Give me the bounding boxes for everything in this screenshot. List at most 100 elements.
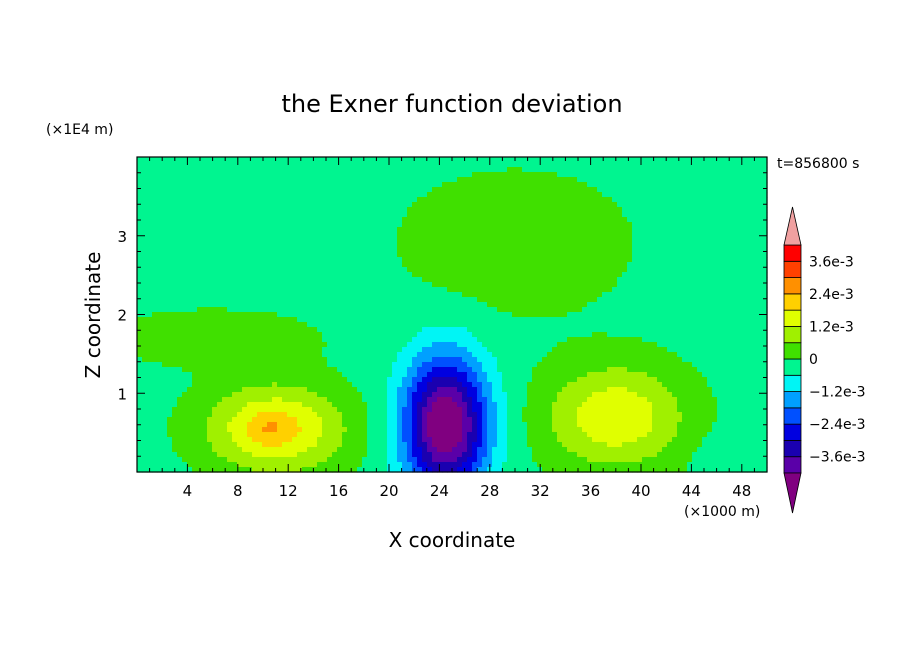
field-cell bbox=[317, 267, 323, 273]
field-cell bbox=[437, 197, 443, 203]
field-cell bbox=[672, 267, 678, 273]
field-cell bbox=[597, 227, 603, 233]
field-cell bbox=[307, 337, 313, 343]
field-cell bbox=[147, 297, 153, 303]
field-cell bbox=[172, 207, 178, 213]
field-cell bbox=[247, 302, 253, 308]
field-cell bbox=[417, 207, 423, 213]
field-cell bbox=[207, 197, 213, 203]
field-cell bbox=[517, 297, 523, 303]
field-cell bbox=[497, 247, 503, 253]
field-cell bbox=[417, 292, 423, 298]
field-cell bbox=[547, 272, 553, 278]
field-cell bbox=[207, 347, 213, 353]
field-cell bbox=[297, 292, 303, 298]
field-cell bbox=[137, 162, 143, 168]
field-cell bbox=[147, 237, 153, 243]
field-cell bbox=[487, 227, 493, 233]
field-cell bbox=[367, 297, 373, 303]
field-cell bbox=[152, 262, 158, 268]
field-cell bbox=[742, 192, 748, 198]
field-cell bbox=[637, 162, 643, 168]
field-cell bbox=[282, 222, 288, 228]
field-cell bbox=[627, 192, 633, 198]
field-cell bbox=[752, 172, 758, 178]
field-cell bbox=[337, 297, 343, 303]
field-cell bbox=[202, 262, 208, 268]
field-cell bbox=[617, 317, 623, 323]
field-cell bbox=[447, 282, 453, 288]
field-cell bbox=[187, 252, 193, 258]
field-cell bbox=[202, 167, 208, 173]
field-cell bbox=[762, 197, 768, 203]
field-cell bbox=[372, 202, 378, 208]
field-cell bbox=[522, 192, 528, 198]
field-cell bbox=[677, 247, 683, 253]
field-cell bbox=[512, 247, 518, 253]
field-cell bbox=[737, 322, 743, 328]
field-cell bbox=[642, 207, 648, 213]
field-cell bbox=[272, 242, 278, 248]
field-cell bbox=[637, 302, 643, 308]
field-cell bbox=[542, 172, 548, 178]
field-cell bbox=[642, 312, 648, 318]
field-cell bbox=[237, 252, 243, 258]
field-cell bbox=[517, 307, 523, 313]
field-cell bbox=[417, 352, 423, 358]
field-cell bbox=[442, 207, 448, 213]
field-cell bbox=[532, 217, 538, 223]
field-cell bbox=[617, 187, 623, 193]
field-cell bbox=[162, 187, 168, 193]
field-cell bbox=[652, 282, 658, 288]
field-cell bbox=[347, 262, 353, 268]
field-cell bbox=[402, 342, 408, 348]
field-cell bbox=[487, 322, 493, 328]
field-cell bbox=[442, 157, 448, 163]
field-cell bbox=[357, 192, 363, 198]
field-cell bbox=[402, 332, 408, 338]
field-cell bbox=[272, 282, 278, 288]
field-cell bbox=[232, 337, 238, 343]
field-cell bbox=[452, 312, 458, 318]
field-cell bbox=[247, 247, 253, 253]
field-cell bbox=[722, 167, 728, 173]
field-cell bbox=[262, 302, 268, 308]
field-cell bbox=[297, 192, 303, 198]
field-cell bbox=[622, 342, 628, 348]
field-cell bbox=[312, 267, 318, 273]
field-cell bbox=[547, 312, 553, 318]
field-cell bbox=[652, 332, 658, 338]
field-cell bbox=[297, 287, 303, 293]
field-cell bbox=[302, 162, 308, 168]
field-cell bbox=[232, 182, 238, 188]
field-cell bbox=[637, 217, 643, 223]
field-cell bbox=[422, 322, 428, 328]
field-cell bbox=[272, 267, 278, 273]
field-cell bbox=[587, 332, 593, 338]
field-cell bbox=[452, 262, 458, 268]
field-cell bbox=[612, 207, 618, 213]
field-cell bbox=[187, 307, 193, 313]
field-cell bbox=[362, 292, 368, 298]
field-cell bbox=[697, 187, 703, 193]
field-cell bbox=[392, 297, 398, 303]
field-cell bbox=[292, 202, 298, 208]
field-cell bbox=[622, 292, 628, 298]
field-cell bbox=[707, 292, 713, 298]
field-cell bbox=[192, 312, 198, 318]
field-cell bbox=[532, 257, 538, 263]
field-cell bbox=[752, 297, 758, 303]
field-cell bbox=[537, 307, 543, 313]
field-cell bbox=[377, 182, 383, 188]
field-cell bbox=[207, 247, 213, 253]
field-cell bbox=[302, 182, 308, 188]
field-cell bbox=[602, 207, 608, 213]
field-cell bbox=[322, 182, 328, 188]
field-cell bbox=[662, 332, 668, 338]
field-cell bbox=[647, 252, 653, 258]
field-cell bbox=[407, 347, 413, 353]
field-cell bbox=[382, 167, 388, 173]
field-cell bbox=[532, 337, 538, 343]
field-cell bbox=[322, 307, 328, 313]
field-cell bbox=[577, 257, 583, 263]
